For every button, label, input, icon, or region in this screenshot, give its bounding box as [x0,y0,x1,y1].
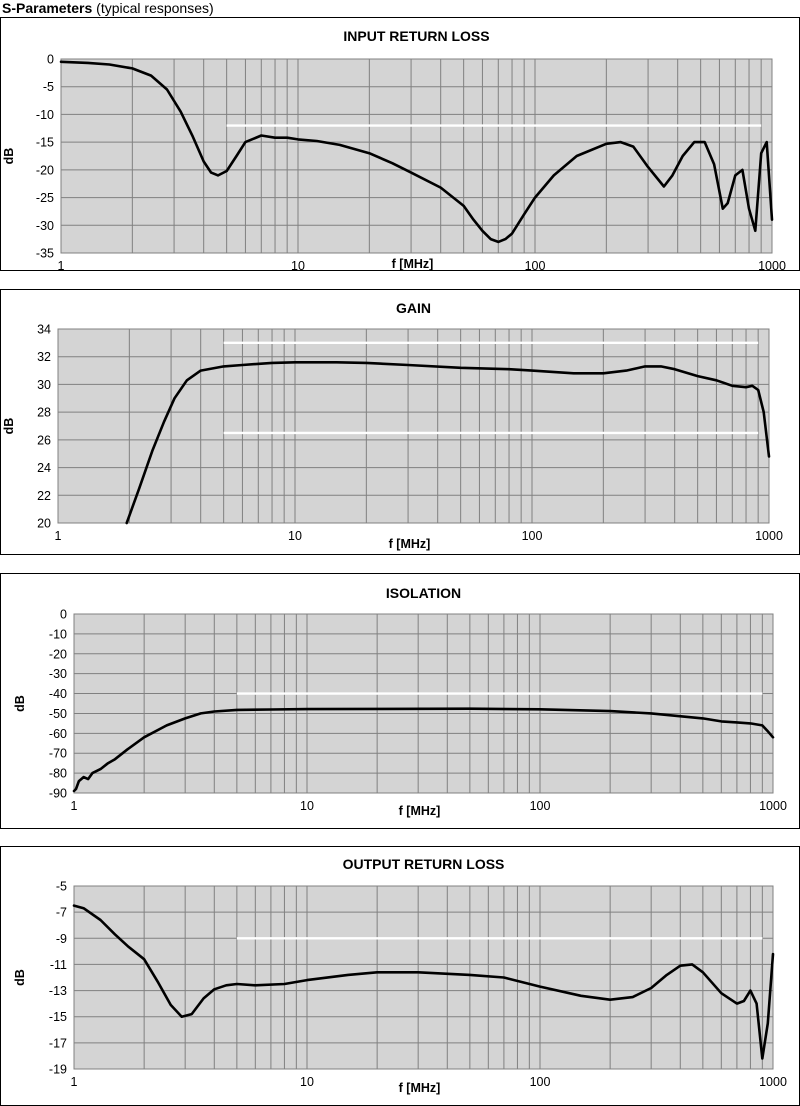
output-return-loss-series-line [72,904,775,1060]
output-return-loss-ytick-label: -13 [49,984,67,998]
gain-ytick-label: 34 [37,323,51,337]
gain-ytick-label: 24 [37,461,51,475]
gain-ytick-label: 26 [37,433,51,447]
page-heading-bold: S-Parameters [2,0,93,16]
isolation-xtick-label: 1 [71,799,78,813]
output-return-loss-ytick-label: -9 [56,932,67,946]
isolation-ytick-label: -10 [49,627,67,641]
isolation-ytick-label: -30 [49,667,67,681]
gain-xtick-label: 10 [288,529,302,543]
gain-xtick-label: 100 [522,529,543,543]
gain-ylabel: dB [2,418,16,435]
gain-ytick-label: 20 [37,517,51,531]
gain-title: GAIN [396,300,431,316]
input-return-loss-ytick-label: 0 [47,53,54,67]
input-return-loss-xtick-label: 1000 [758,259,786,270]
input-return-loss-plot-area [61,59,772,253]
input-return-loss-xtick-label: 1 [58,259,65,270]
isolation-plot-border [73,613,774,794]
output-return-loss-ytick-label: -15 [49,1010,67,1024]
isolation-series-line [72,707,775,793]
output-return-loss-ytick-label: -5 [56,880,67,894]
gain-ytick-label: 22 [37,489,51,503]
input-return-loss-ylabel: dB [2,148,16,165]
isolation-ytick-label: -70 [49,747,67,761]
output-return-loss-ytick-label: -11 [50,958,67,972]
input-return-loss-xtick-label: 10 [291,259,305,270]
input-return-loss-svg: INPUT RETURN LOSS 0 -5 -10 -15 -20 -25 -30 -35 1 1… [2,28,786,270]
gain-ytick-label: 28 [37,406,51,420]
gain-chart: GAIN 34 32 30 28 26 24 22 20 1 10 100 1000 f [MHz] dB [0,289,800,555]
input-return-loss-ytick-label: -15 [36,136,54,150]
input-return-loss-xtick-label: 100 [525,259,546,270]
gain-ytick-label: 32 [37,350,51,364]
gain-plot-border [57,328,770,524]
output-return-loss-xtick-label: 100 [530,1075,551,1089]
output-return-loss-ylabel: dB [13,969,27,986]
input-return-loss-xlabel: f [MHz] [392,257,434,270]
isolation-svg: ISOLATION 0 -10 -20 -30 -40 -50 -60 -70 -80 -90 1 10… [13,585,787,818]
isolation-xtick-label: 100 [530,799,551,813]
gain-series-line [125,361,771,525]
isolation-ytick-label: -20 [49,647,67,661]
input-return-loss-ytick-label: -25 [36,191,54,205]
isolation-xlabel: f [MHz] [399,804,441,818]
input-return-loss-ytick-label: -30 [36,219,54,233]
page-heading-rest: (typical responses) [96,0,214,16]
output-return-loss-ytick-label: -17 [49,1036,67,1050]
gain-plot-area [58,329,769,523]
isolation-ytick-label: 0 [60,608,67,622]
isolation-xtick-label: 10 [300,799,314,813]
output-return-loss-xtick-label: 10 [300,1075,314,1089]
isolation-ytick-label: -90 [49,787,67,801]
gain-ytick-label: 30 [37,378,51,392]
output-return-loss-ytick-label: -19 [49,1063,67,1077]
output-return-loss-plot-border [73,885,774,1070]
isolation-ytick-label: -60 [49,727,67,741]
isolation-ytick-label: -80 [49,767,67,781]
input-return-loss-title: INPUT RETURN LOSS [343,28,489,44]
input-return-loss-ytick-label: -10 [36,108,54,122]
isolation-title: ISOLATION [386,585,461,601]
isolation-xtick-label: 1000 [759,799,787,813]
gain-xlabel: f [MHz] [389,537,431,551]
gain-xtick-label: 1 [55,529,62,543]
input-return-loss-ytick-label: -5 [43,80,54,94]
isolation-ylabel: dB [13,695,27,712]
output-return-loss-title: OUTPUT RETURN LOSS [343,856,505,872]
output-return-loss-xlabel: f [MHz] [399,1081,441,1095]
input-return-loss-plot-border [60,58,773,254]
input-return-loss-ytick-label: -20 [36,163,54,177]
page-heading: S-Parameters (typical responses) [2,0,214,16]
isolation-ytick-label: -40 [49,687,67,701]
isolation-ytick-label: -50 [49,707,67,721]
input-return-loss-series-line [59,60,774,244]
isolation-plot-area [74,614,773,793]
output-return-loss-ytick-label: -7 [56,906,67,920]
gain-svg: GAIN 34 32 30 28 26 24 22 20 1 10 100 1000 f [MHz] dB [2,300,783,551]
gain-xtick-label: 1000 [755,529,783,543]
output-return-loss-plot-area [74,886,773,1069]
output-return-loss-xtick-label: 1000 [759,1075,787,1089]
input-return-loss-chart: INPUT RETURN LOSS 0 -5 -10 -15 -20 -25 -30 -35 1 1… [0,17,800,271]
input-return-loss-ytick-label: -35 [36,247,54,261]
output-return-loss-chart: OUTPUT RETURN LOSS -5 -7 -9 -11 -13 -15 -17 -19 1… [0,846,800,1106]
output-return-loss-xtick-label: 1 [71,1075,78,1089]
isolation-chart: ISOLATION 0 -10 -20 -30 -40 -50 -60 -70 -80 -90 1 10… [0,573,800,829]
output-return-loss-svg: OUTPUT RETURN LOSS -5 -7 -9 -11 -13 -15 -17 -19 1… [13,856,787,1095]
